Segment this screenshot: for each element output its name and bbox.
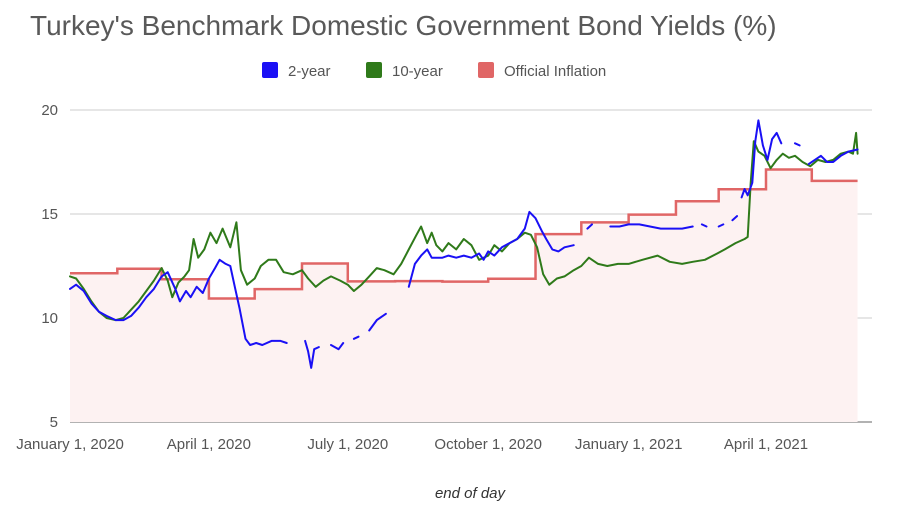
series-line-10-year [69, 131, 859, 322]
series-line-2-year [69, 119, 859, 369]
inflation-area [70, 169, 858, 422]
y-tick-label: 20 [41, 102, 58, 119]
x-tick-label: April 1, 2021 [724, 436, 808, 453]
x-tick-label: January 1, 2021 [575, 436, 683, 453]
x-tick-label: July 1, 2020 [307, 436, 388, 453]
chart-legend: 2-year 10-year Official Inflation [262, 62, 606, 80]
y-tick-label: 5 [50, 414, 58, 431]
y-tick-label: 10 [41, 310, 58, 327]
legend-swatch-2-year [262, 62, 278, 78]
x-tick-label: January 1, 2020 [16, 436, 124, 453]
inflation-line [70, 168, 858, 300]
chart-title: Turkey's Benchmark Domestic Government B… [30, 10, 777, 41]
plot-area: 5 10 15 20 January 1, 2020 April 1, 2020 July … [16, 102, 872, 453]
legend-swatch-official-inflation [478, 62, 494, 78]
x-tick-label: October 1, 2020 [434, 436, 542, 453]
legend-label-official-inflation: Official Inflation [504, 63, 606, 80]
legend-label-2-year: 2-year [288, 63, 331, 80]
legend-label-10-year: 10-year [392, 63, 443, 80]
y-tick-label: 15 [41, 206, 58, 223]
x-tick-label: April 1, 2020 [167, 436, 251, 453]
x-axis-label: end of day [435, 485, 507, 502]
legend-swatch-10-year [366, 62, 382, 78]
